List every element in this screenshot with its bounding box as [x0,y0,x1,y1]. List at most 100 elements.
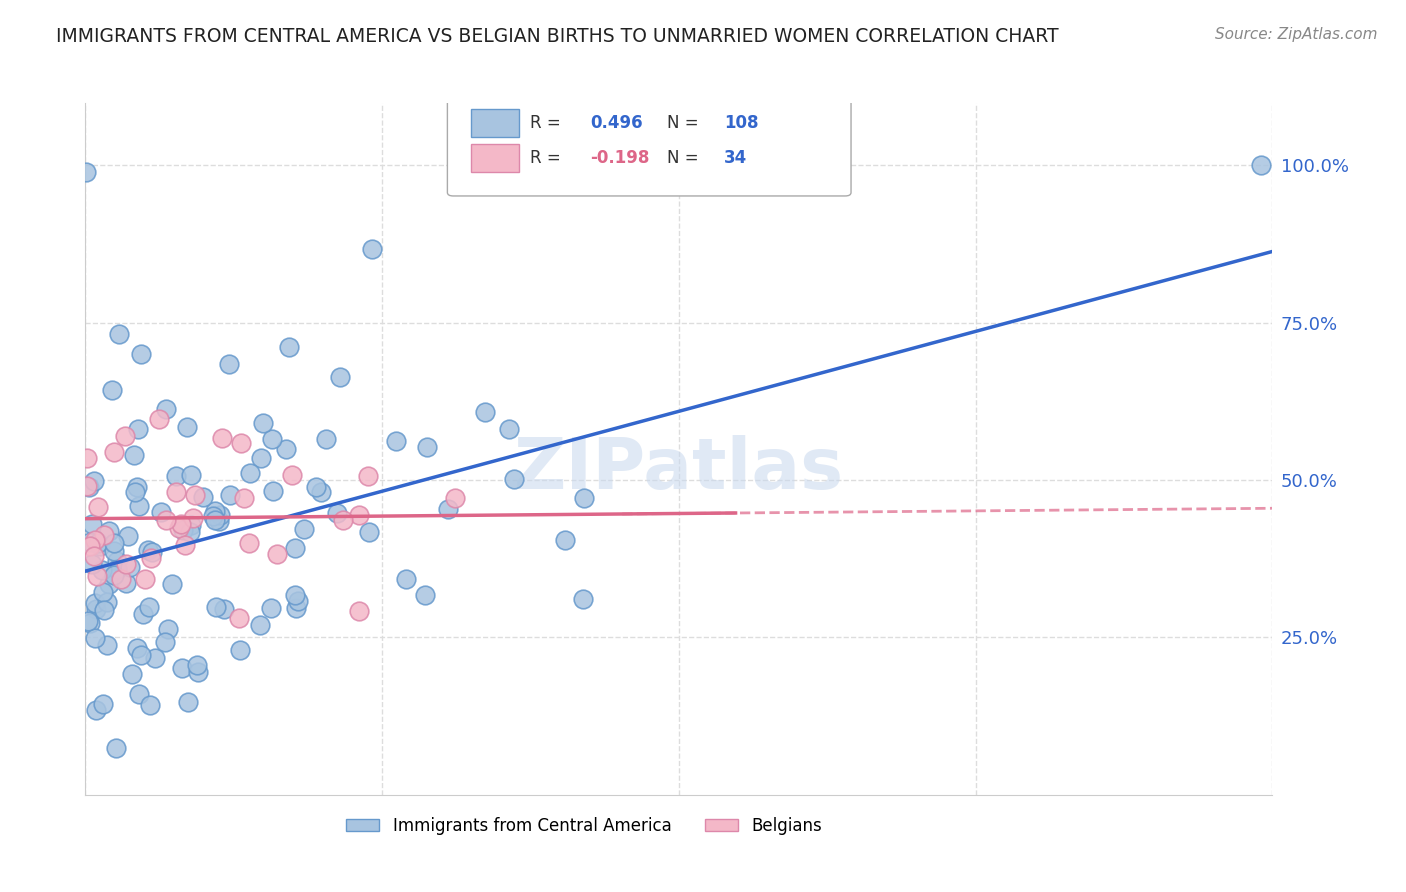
Belgians [87,500,110,514]
Immigrants from Central America [84,602,107,616]
Immigrants from Central America [103,567,125,582]
Immigrants from Central America [105,554,128,568]
Text: ZIPatlas: ZIPatlas [513,435,844,504]
Immigrants from Central America [128,500,150,514]
Immigrants from Central America [80,557,103,571]
Immigrants from Central America [165,469,187,483]
Immigrants from Central America [274,442,297,456]
FancyBboxPatch shape [447,92,851,196]
Immigrants from Central America [108,326,131,341]
Immigrants from Central America [325,506,347,520]
Immigrants from Central America [160,577,183,591]
Immigrants from Central America [209,508,232,522]
Belgians [114,429,136,443]
Immigrants from Central America [315,432,337,446]
Immigrants from Central America [124,448,146,462]
Immigrants from Central America [262,483,284,498]
Immigrants from Central America [218,357,240,371]
Text: IMMIGRANTS FROM CENTRAL AMERICA VS BELGIAN BIRTHS TO UNMARRIED WOMEN CORRELATION: IMMIGRANTS FROM CENTRAL AMERICA VS BELGI… [56,27,1059,45]
Immigrants from Central America [103,536,125,550]
Immigrants from Central America [191,490,214,504]
Immigrants from Central America [554,533,576,547]
Immigrants from Central America [207,514,229,528]
Immigrants from Central America [149,505,172,519]
Immigrants from Central America [138,599,160,614]
Text: Source: ZipAtlas.com: Source: ZipAtlas.com [1215,27,1378,42]
Immigrants from Central America [86,703,108,717]
Immigrants from Central America [219,488,242,502]
Immigrants from Central America [83,596,105,610]
Belgians [332,513,354,527]
Immigrants from Central America [176,420,198,434]
Belgians [93,527,115,541]
Immigrants from Central America [90,563,112,577]
Immigrants from Central America [131,347,153,361]
Immigrants from Central America [498,422,520,436]
Belgians [231,435,253,450]
Text: R =: R = [530,149,567,167]
Immigrants from Central America [96,638,118,652]
Immigrants from Central America [115,575,138,590]
Belgians [83,549,105,563]
Immigrants from Central America [101,383,124,397]
Immigrants from Central America [96,595,118,609]
Belgians [165,485,187,500]
Immigrants from Central America [305,480,328,494]
Belgians [76,451,98,466]
Belgians [232,491,254,505]
Immigrants from Central America [572,591,595,606]
Belgians [349,508,371,522]
Immigrants from Central America [121,666,143,681]
Immigrants from Central America [76,165,98,179]
Text: N =: N = [666,149,704,167]
Belgians [76,479,98,493]
Immigrants from Central America [128,687,150,701]
Immigrants from Central America [214,601,236,615]
Belgians [238,536,260,550]
Immigrants from Central America [127,422,149,436]
Immigrants from Central America [145,651,167,665]
Belgians [181,510,204,524]
Immigrants from Central America [357,524,380,539]
Immigrants from Central America [77,480,100,494]
Belgians [174,538,197,552]
Immigrants from Central America [229,643,252,657]
Belgians [183,488,205,502]
Belgians [266,547,288,561]
Immigrants from Central America [89,539,111,553]
Belgians [79,539,101,553]
Immigrants from Central America [79,535,101,549]
Immigrants from Central America [155,401,177,416]
Belgians [155,513,177,527]
Immigrants from Central America [186,657,208,672]
Immigrants from Central America [204,513,226,527]
Text: 0.496: 0.496 [591,114,643,132]
Immigrants from Central America [120,560,142,574]
Immigrants from Central America [309,485,332,500]
Immigrants from Central America [284,589,307,603]
Immigrants from Central America [124,484,146,499]
Immigrants from Central America [284,541,307,555]
Immigrants from Central America [131,648,153,662]
Text: N =: N = [666,114,704,132]
Immigrants from Central America [117,529,139,543]
Immigrants from Central America [249,451,271,466]
Immigrants from Central America [329,369,352,384]
Immigrants from Central America [292,523,315,537]
Immigrants from Central America [503,472,526,486]
Immigrants from Central America [360,243,382,257]
Immigrants from Central America [91,585,114,599]
Immigrants from Central America [249,617,271,632]
Immigrants from Central America [83,474,105,488]
Immigrants from Central America [136,543,159,558]
Immigrants from Central America [79,616,101,631]
Immigrants from Central America [80,517,103,532]
FancyBboxPatch shape [471,144,519,172]
Belgians [110,573,132,587]
Immigrants from Central America [93,603,115,617]
Immigrants from Central America [105,741,128,756]
Immigrants from Central America [574,491,596,505]
Immigrants from Central America [385,434,408,449]
Immigrants from Central America [180,517,202,532]
Belgians [347,603,370,617]
